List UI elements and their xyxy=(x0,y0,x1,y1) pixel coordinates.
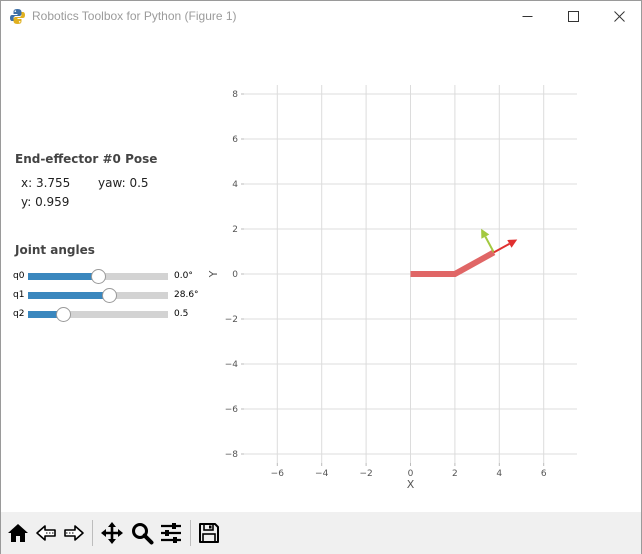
y-tick-label: 2 xyxy=(232,225,238,235)
robot-arm-link xyxy=(410,249,496,277)
joint-value-q1: 28.6° xyxy=(174,290,199,300)
home-button[interactable] xyxy=(5,520,31,546)
joint-slider-q2[interactable] xyxy=(28,307,168,322)
joint-label-q0: q0 xyxy=(13,271,25,281)
x-tick-label: 2 xyxy=(452,469,458,479)
y-tick-label: −4 xyxy=(225,360,239,370)
close-icon xyxy=(613,11,625,22)
joint-slider-row-q2: q2 0.5 xyxy=(1,307,211,322)
joint-label-q2: q2 xyxy=(13,309,25,319)
joint-slider-q1[interactable] xyxy=(28,288,168,303)
slider-fill xyxy=(28,292,110,299)
frame-y-arrow-head xyxy=(481,228,490,239)
frame-x-arrow-shaft xyxy=(493,242,510,254)
joint-value-q2: 0.5 xyxy=(174,309,189,319)
y-tick-label: −2 xyxy=(225,315,238,325)
toolbar-separator xyxy=(190,520,191,546)
configure-subplots-button[interactable] xyxy=(158,520,184,546)
y-tick-label: 8 xyxy=(232,90,238,100)
y-tick-label: 0 xyxy=(232,270,238,280)
joint-slider-row-q0: q0 0.0° xyxy=(1,269,211,284)
close-button[interactable] xyxy=(596,1,642,32)
navigation-toolbar xyxy=(1,512,641,554)
forward-icon xyxy=(64,525,84,541)
joint-slider-q0[interactable] xyxy=(28,269,168,284)
pan-button[interactable] xyxy=(99,520,125,546)
joint-slider-row-q1: q1 28.6° xyxy=(1,288,211,303)
window-title: Robotics Toolbox for Python (Figure 1) xyxy=(32,9,237,23)
y-tick-label: −6 xyxy=(225,405,239,415)
home-icon xyxy=(8,524,28,542)
y-tick-label: 4 xyxy=(232,180,238,190)
slider-fill xyxy=(28,273,98,280)
configure-subplots-icon xyxy=(161,523,181,543)
slider-fill xyxy=(28,311,63,318)
x-tick-label: −2 xyxy=(359,469,372,479)
pose-x: x: 3.755 xyxy=(21,176,71,190)
y-tick-label: −8 xyxy=(225,450,239,460)
slider-handle[interactable] xyxy=(91,269,106,284)
x-axis-label: X xyxy=(407,478,415,491)
x-tick-label: 0 xyxy=(408,469,414,479)
pose-yaw: yaw: 0.5 xyxy=(98,176,149,190)
save-icon xyxy=(199,523,219,543)
pan-icon xyxy=(101,522,123,544)
joint-angles-heading: Joint angles xyxy=(15,243,95,257)
toolbar-separator xyxy=(92,520,93,546)
minimize-icon xyxy=(522,16,532,17)
x-tick-label: 4 xyxy=(496,469,502,479)
x-tick-label: −4 xyxy=(315,469,329,479)
x-tick-label: 6 xyxy=(541,469,547,479)
maximize-icon xyxy=(567,11,579,22)
python-figure-icon[interactable] xyxy=(9,8,26,25)
frame-y-arrow-shaft xyxy=(484,236,495,253)
frame-x-arrow-head xyxy=(507,239,518,248)
pose-heading: End-effector #0 Pose xyxy=(15,152,158,166)
save-button[interactable] xyxy=(196,520,222,546)
slider-handle[interactable] xyxy=(102,288,118,303)
zoom-icon xyxy=(132,523,154,545)
slider-handle[interactable] xyxy=(56,307,71,322)
zoom-button[interactable] xyxy=(129,520,155,546)
y-tick-label: 6 xyxy=(232,135,238,145)
maximize-button[interactable] xyxy=(550,1,596,32)
forward-button[interactable] xyxy=(61,520,87,546)
y-axis-label: Y xyxy=(207,270,220,278)
back-icon xyxy=(36,525,56,541)
back-button[interactable] xyxy=(33,520,59,546)
pose-y: y: 0.959 xyxy=(21,195,70,209)
title-bar: Robotics Toolbox for Python (Figure 1) xyxy=(1,1,641,32)
x-tick-label: −6 xyxy=(271,469,285,479)
robot-plot[interactable]: −6 −4 −2 0 2 4 6 −8 −6 −4 −2 0 2 4 6 8 X Y xyxy=(1,1,641,511)
joint-label-q1: q1 xyxy=(13,290,25,300)
minimize-button[interactable] xyxy=(504,1,550,32)
joint-value-q0: 0.0° xyxy=(174,271,193,281)
